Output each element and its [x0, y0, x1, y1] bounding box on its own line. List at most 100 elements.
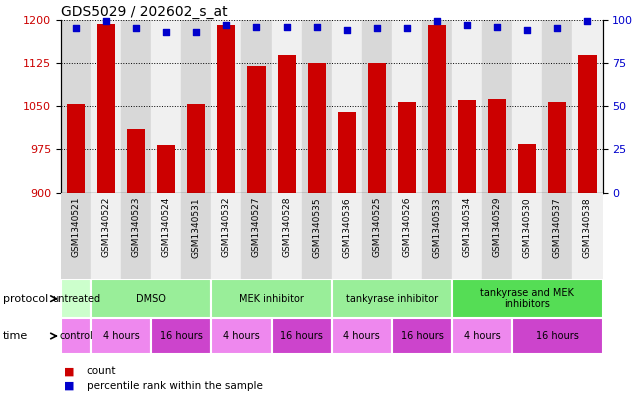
Bar — [332, 193, 362, 279]
Text: DMSO: DMSO — [137, 294, 166, 304]
Bar — [121, 193, 151, 279]
Bar — [512, 193, 542, 279]
Text: GSM1340528: GSM1340528 — [282, 197, 291, 257]
Bar — [458, 100, 476, 393]
Bar — [452, 20, 482, 193]
Bar — [61, 20, 91, 193]
Point — [281, 24, 292, 30]
Bar — [519, 143, 537, 393]
Text: time: time — [3, 331, 28, 341]
Bar — [181, 20, 212, 193]
Point — [342, 27, 352, 33]
Point — [161, 29, 171, 35]
Text: ■: ■ — [64, 366, 74, 376]
Text: GSM1340536: GSM1340536 — [342, 197, 351, 257]
Bar — [362, 20, 392, 193]
Bar — [338, 112, 356, 393]
Bar — [212, 20, 242, 193]
Bar — [67, 105, 85, 393]
Text: GSM1340538: GSM1340538 — [583, 197, 592, 257]
Bar — [217, 26, 235, 393]
Bar — [61, 193, 91, 279]
Bar — [91, 318, 151, 354]
Point — [522, 27, 533, 33]
Text: GSM1340527: GSM1340527 — [252, 197, 261, 257]
Bar — [212, 279, 332, 318]
Bar — [512, 20, 542, 193]
Text: GSM1340535: GSM1340535 — [312, 197, 321, 257]
Text: GSM1340530: GSM1340530 — [523, 197, 532, 257]
Bar — [187, 105, 205, 393]
Point — [492, 24, 503, 30]
Text: GSM1340526: GSM1340526 — [403, 197, 412, 257]
Text: tankyrase and MEK
inhibitors: tankyrase and MEK inhibitors — [480, 288, 574, 309]
Bar — [362, 193, 392, 279]
Text: untreated: untreated — [52, 294, 100, 304]
Bar — [212, 318, 272, 354]
Point — [191, 29, 201, 35]
Bar — [242, 20, 272, 193]
Bar — [368, 63, 386, 393]
Bar — [272, 318, 332, 354]
Text: GSM1340532: GSM1340532 — [222, 197, 231, 257]
Bar — [91, 193, 121, 279]
Bar — [302, 20, 332, 193]
Text: 4 hours: 4 hours — [103, 331, 140, 341]
Bar — [428, 26, 446, 393]
Text: percentile rank within the sample: percentile rank within the sample — [87, 381, 262, 391]
Text: GSM1340531: GSM1340531 — [192, 197, 201, 257]
Text: GSM1340533: GSM1340533 — [433, 197, 442, 257]
Bar — [392, 318, 452, 354]
Point — [221, 22, 231, 28]
Text: 16 hours: 16 hours — [160, 331, 203, 341]
Point — [312, 24, 322, 30]
Text: GSM1340522: GSM1340522 — [101, 197, 110, 257]
Bar — [512, 318, 603, 354]
Bar — [121, 20, 151, 193]
Text: 4 hours: 4 hours — [344, 331, 380, 341]
Bar — [61, 279, 91, 318]
Text: 4 hours: 4 hours — [223, 331, 260, 341]
Bar — [151, 193, 181, 279]
Bar — [61, 318, 91, 354]
Bar — [332, 279, 452, 318]
Bar — [181, 193, 212, 279]
Bar — [212, 193, 242, 279]
Point — [71, 25, 81, 31]
Bar — [302, 193, 332, 279]
Text: control: control — [59, 331, 93, 341]
Bar — [452, 279, 603, 318]
Text: GSM1340525: GSM1340525 — [372, 197, 381, 257]
Point — [553, 25, 563, 31]
Point — [583, 18, 593, 24]
Bar — [308, 63, 326, 393]
Bar — [392, 193, 422, 279]
Text: count: count — [87, 366, 116, 376]
Bar — [578, 55, 597, 393]
Text: GSM1340529: GSM1340529 — [493, 197, 502, 257]
Bar — [422, 20, 452, 193]
Bar — [572, 193, 603, 279]
Bar — [549, 102, 567, 393]
Point — [462, 22, 472, 28]
Bar — [542, 20, 572, 193]
Bar — [542, 193, 572, 279]
Text: MEK inhibitor: MEK inhibitor — [239, 294, 304, 304]
Bar — [482, 193, 512, 279]
Bar — [91, 279, 212, 318]
Text: protocol: protocol — [3, 294, 49, 304]
Bar — [422, 193, 452, 279]
Text: GSM1340534: GSM1340534 — [463, 197, 472, 257]
Text: 16 hours: 16 hours — [536, 331, 579, 341]
Text: GSM1340537: GSM1340537 — [553, 197, 562, 257]
Bar — [572, 20, 603, 193]
Text: 16 hours: 16 hours — [280, 331, 323, 341]
Point — [131, 25, 141, 31]
Point — [432, 18, 442, 24]
Bar — [91, 20, 121, 193]
Bar — [242, 193, 272, 279]
Text: tankyrase inhibitor: tankyrase inhibitor — [346, 294, 438, 304]
Bar — [482, 20, 512, 193]
Text: GSM1340524: GSM1340524 — [162, 197, 171, 257]
Bar — [127, 129, 145, 393]
